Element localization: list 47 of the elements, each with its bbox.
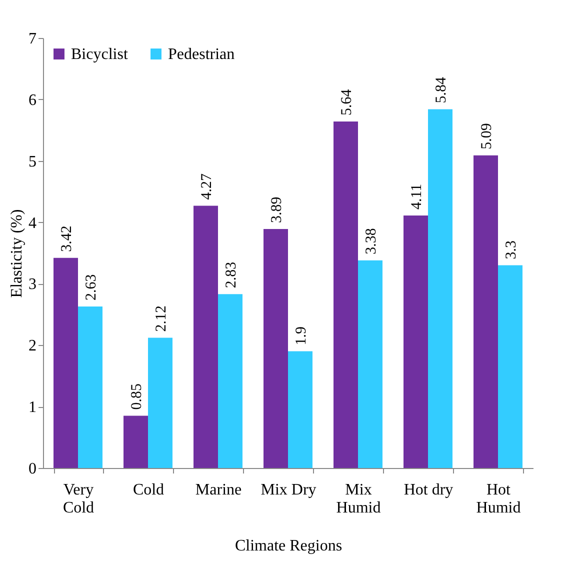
bar (358, 260, 382, 468)
data-label: 3.42 (58, 226, 75, 252)
x-axis-title: Climate Regions (234, 538, 342, 554)
data-label: 5.64 (338, 88, 355, 116)
y-axis-title: Elasticity (%) (8, 209, 26, 298)
x-tick-label: Cold (132, 482, 164, 498)
bar (54, 258, 78, 468)
bar (428, 109, 452, 468)
bar (264, 229, 288, 468)
y-tick-label: 3 (28, 276, 36, 294)
data-label: 5.84 (433, 76, 450, 104)
data-label: 2.63 (83, 274, 100, 300)
y-tick-label: 6 (28, 92, 36, 109)
y-tick-label: 7 (28, 30, 36, 48)
x-tick-label: Very Cold (62, 482, 94, 516)
data-label: 1.9 (293, 326, 310, 346)
y-tick-label: 5 (28, 153, 36, 170)
bar (498, 265, 522, 468)
legend-label: Bicyclist (71, 46, 128, 63)
bar (334, 122, 358, 468)
y-tick-label: 0 (28, 460, 36, 478)
bar (78, 306, 102, 468)
data-label: 3.89 (268, 196, 285, 224)
x-tick-label: Hot dry (404, 482, 454, 498)
data-label: 4.27 (198, 172, 215, 200)
bar (404, 216, 428, 468)
bar (148, 338, 172, 468)
data-label: 2.83 (223, 262, 240, 288)
y-tick-label: 1 (28, 399, 36, 416)
bar (218, 294, 242, 468)
bar (288, 351, 312, 468)
bar (194, 206, 218, 468)
data-label: 3.38 (363, 228, 380, 254)
bar (124, 416, 148, 468)
y-tick-label: 4 (28, 214, 36, 232)
x-tick-label: Mix Dry (260, 482, 316, 498)
y-tick-label: 2 (28, 338, 36, 355)
data-label: 2.12 (153, 306, 170, 332)
legend-label: Pedestrian (168, 46, 235, 63)
x-tick-label: Hot Humid (476, 482, 521, 516)
data-label: 3.3 (503, 240, 520, 260)
data-label: 5.09 (478, 123, 495, 150)
data-label: 0.85 (128, 384, 145, 410)
bar (474, 155, 498, 468)
x-tick-label: Marine (195, 482, 242, 498)
x-tick-label: Mix Humid (336, 482, 381, 516)
data-label: 4.11 (408, 184, 425, 210)
